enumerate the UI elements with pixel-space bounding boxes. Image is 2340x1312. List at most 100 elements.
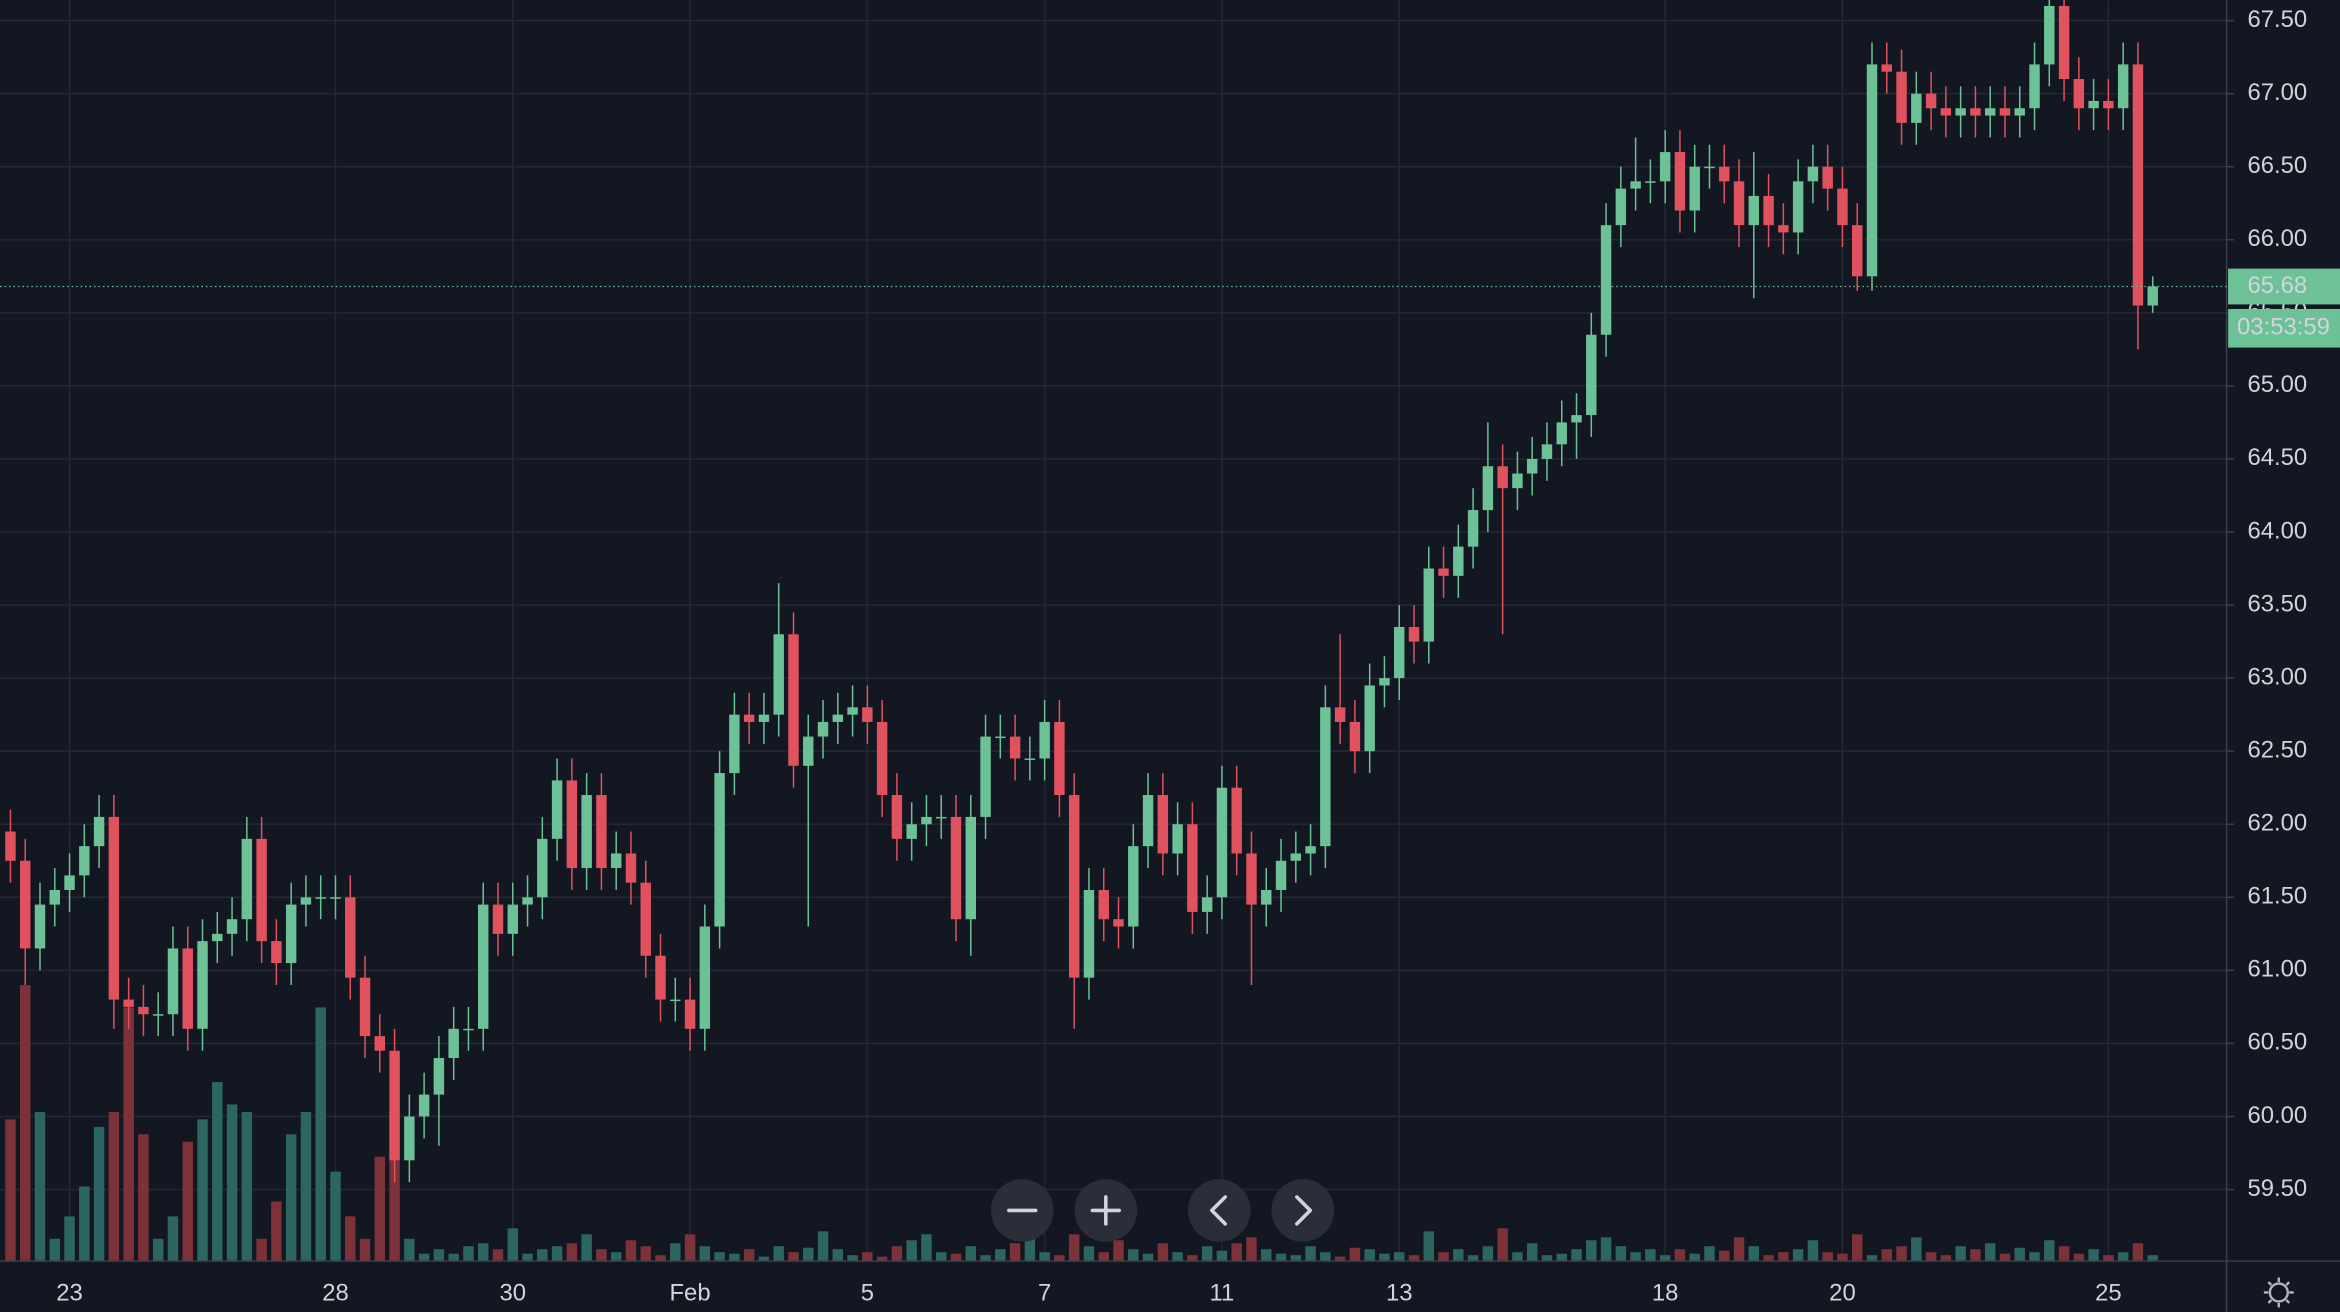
volume-bar xyxy=(226,1104,238,1262)
candle-body xyxy=(2103,100,2114,109)
volume-bar xyxy=(1512,1252,1523,1262)
candle-body xyxy=(1290,853,1302,861)
volume-bar xyxy=(1659,1255,1671,1262)
volume-bar xyxy=(906,1240,917,1262)
candle-body xyxy=(1024,758,1036,760)
volume-bar xyxy=(699,1246,711,1262)
volume-bar xyxy=(448,1253,459,1262)
volume-bar xyxy=(1763,1255,1774,1262)
candle-body xyxy=(79,846,90,876)
volume-bar xyxy=(847,1255,858,1262)
volume-bar xyxy=(1852,1234,1863,1262)
candle-body xyxy=(2058,5,2070,80)
x-tick-label: 11 xyxy=(1210,1279,1235,1306)
scroll-left-button[interactable] xyxy=(1187,1179,1251,1242)
candle-body xyxy=(995,736,1006,739)
volume-bar xyxy=(19,985,31,1262)
candle-body xyxy=(418,1094,430,1117)
settings-button[interactable] xyxy=(2263,1277,2294,1308)
candle-body xyxy=(862,707,873,722)
candle-body xyxy=(2073,79,2085,109)
volume-bar xyxy=(980,1255,991,1262)
candle-body xyxy=(1261,889,1272,905)
zoom-in-button[interactable] xyxy=(1074,1179,1138,1242)
volume-bar xyxy=(1113,1240,1124,1262)
volume-bar xyxy=(1172,1252,1183,1262)
candle-body xyxy=(49,889,60,905)
candle-body xyxy=(2088,100,2099,109)
volume-bar xyxy=(1571,1249,1582,1262)
candle-body xyxy=(1778,225,1789,233)
candle-body xyxy=(625,853,637,883)
volume-bar xyxy=(714,1252,725,1262)
y-tick-label: 64.00 xyxy=(2247,517,2307,544)
candle-body xyxy=(965,816,976,920)
volume-bar xyxy=(625,1240,637,1262)
zoom-out-button[interactable] xyxy=(990,1179,1054,1242)
candle-body xyxy=(1320,707,1331,847)
volume-bar xyxy=(1689,1253,1700,1262)
y-tick-label: 67.00 xyxy=(2247,79,2307,106)
candle-body xyxy=(359,977,371,1037)
volume-bar xyxy=(1719,1250,1730,1262)
volume-bar xyxy=(1408,1255,1420,1262)
candle-body xyxy=(1792,181,1804,233)
volume-bar xyxy=(138,1134,149,1262)
candle-body xyxy=(1763,195,1774,226)
candle-body xyxy=(404,1116,415,1161)
candle-body xyxy=(1098,889,1109,920)
candle-body xyxy=(1394,626,1405,679)
volume-bar xyxy=(551,1246,563,1262)
candle-body xyxy=(1866,64,1878,277)
candle-body xyxy=(2147,286,2158,306)
y-tick-label: 66.00 xyxy=(2247,225,2307,252)
candle-body xyxy=(1999,108,2011,116)
volume-bar xyxy=(1246,1237,1257,1262)
y-tick-label: 66.50 xyxy=(2247,152,2307,179)
volume-bar xyxy=(2058,1246,2070,1262)
volume-bar xyxy=(2103,1255,2114,1262)
volume-bar xyxy=(1925,1252,1937,1262)
candle-body xyxy=(389,1050,400,1161)
y-tick-label: 62.00 xyxy=(2247,810,2307,837)
candle-body xyxy=(581,795,592,869)
volume-bar xyxy=(1645,1249,1656,1262)
volume-bar xyxy=(1733,1237,1745,1262)
volume-bar xyxy=(463,1246,474,1262)
volume-bar xyxy=(1423,1231,1434,1262)
y-tick-label: 61.50 xyxy=(2247,883,2307,910)
candle-body xyxy=(1068,795,1080,978)
candle-body xyxy=(197,941,208,1029)
volume-bar xyxy=(182,1141,193,1262)
candle-body xyxy=(936,816,947,819)
candle-body xyxy=(566,780,578,869)
volume-bar xyxy=(1630,1252,1641,1262)
volume-bar xyxy=(359,1238,371,1262)
volume-bar xyxy=(271,1201,282,1262)
candle-body xyxy=(1379,678,1390,686)
y-tick-label: 61.00 xyxy=(2247,956,2307,983)
candle-body xyxy=(640,882,651,956)
last-price-box xyxy=(2228,268,2340,305)
candle-body xyxy=(1704,166,1715,169)
x-tick-label: 25 xyxy=(2095,1279,2122,1306)
volume-bar xyxy=(566,1243,578,1262)
volume-bar xyxy=(655,1255,666,1262)
scroll-right-button[interactable] xyxy=(1271,1179,1335,1242)
x-tick-label: 30 xyxy=(499,1279,526,1306)
volume-bar xyxy=(1674,1249,1686,1262)
candle-body xyxy=(2044,5,2055,65)
candle-body xyxy=(463,1028,474,1031)
volume-bar xyxy=(433,1249,445,1262)
volume-bar xyxy=(300,1111,312,1262)
candle-body xyxy=(1837,188,1848,226)
candle-body xyxy=(1128,846,1139,927)
candle-body xyxy=(1748,195,1760,226)
candle-body xyxy=(93,816,105,847)
volume-bar xyxy=(492,1249,504,1262)
candle-body xyxy=(1645,181,1656,183)
volume-bar xyxy=(1201,1246,1213,1262)
candle-body xyxy=(433,1058,445,1095)
candle-body xyxy=(596,795,607,869)
